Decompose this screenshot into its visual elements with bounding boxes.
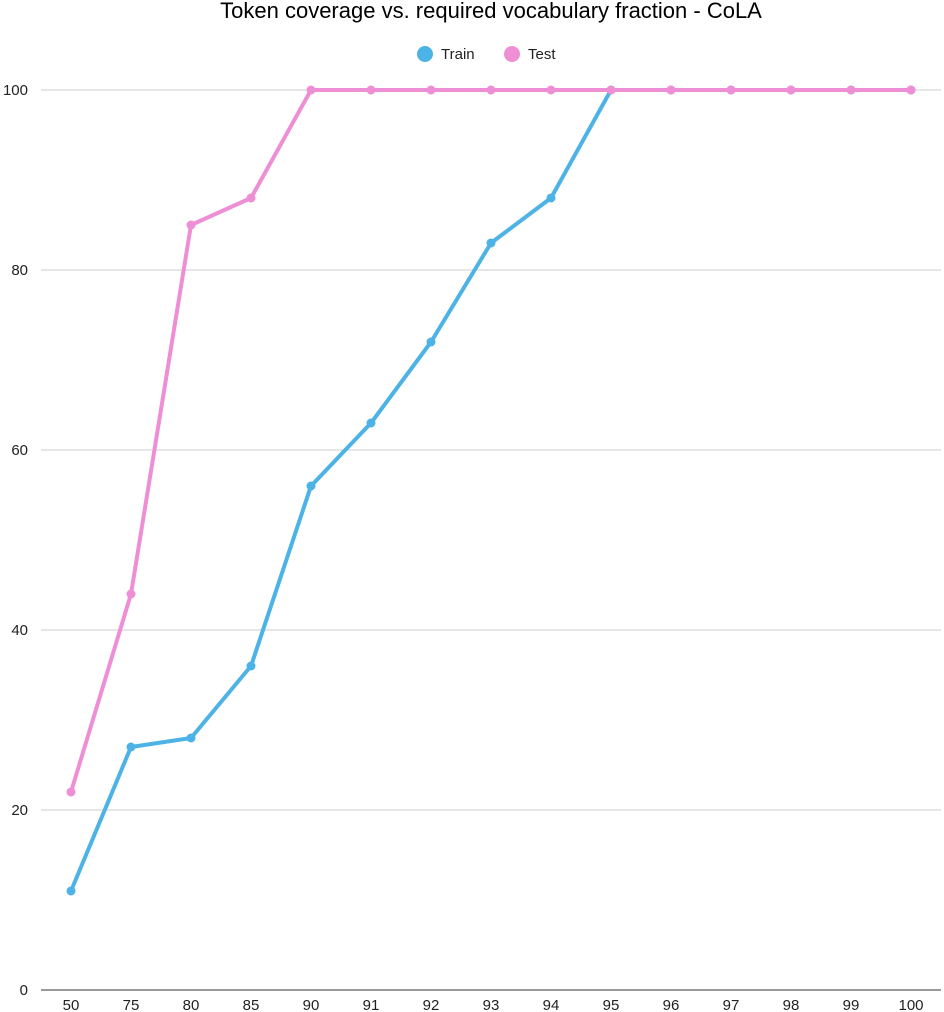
legend-label-train: Train [441, 46, 475, 63]
chart-title: Token coverage vs. required vocabulary f… [220, 0, 762, 23]
data-point-train-91 [366, 418, 376, 428]
x-tick-label: 50 [63, 997, 80, 1012]
data-point-train-90 [306, 481, 316, 491]
data-point-train-92 [426, 337, 436, 347]
y-tick-label: 100 [3, 82, 28, 99]
x-tick-label: 100 [898, 997, 923, 1012]
y-tick-label: 60 [11, 442, 28, 459]
data-point-test-80 [186, 220, 196, 230]
y-tick-label: 40 [11, 622, 28, 639]
x-tick-label: 97 [723, 997, 740, 1012]
data-point-test-91 [366, 85, 376, 95]
x-tick-label: 80 [183, 997, 200, 1012]
data-point-test-93 [486, 85, 496, 95]
legend-item-test: Test [504, 46, 556, 63]
series-line-train [69, 88, 913, 893]
data-point-test-90 [306, 85, 316, 95]
legend-marker-test [504, 46, 520, 62]
legend: Train Test [417, 46, 556, 63]
y-tick-label: 20 [11, 802, 28, 819]
data-point-train-94 [546, 193, 556, 203]
series-layer [66, 85, 916, 896]
data-point-test-75 [126, 589, 136, 599]
series-test [66, 85, 916, 797]
data-point-test-97 [726, 85, 736, 95]
x-tick-label: 96 [663, 997, 680, 1012]
legend-marker-train [417, 46, 433, 62]
data-point-test-92 [426, 85, 436, 95]
series-train [66, 85, 916, 896]
x-axis-ticks: 50 75 80 85 90 91 92 93 94 95 96 97 98 99 100 [63, 997, 924, 1012]
gridlines [41, 89, 941, 811]
data-point-train-75 [126, 742, 136, 752]
data-point-test-99 [846, 85, 856, 95]
data-point-test-94 [546, 85, 556, 95]
x-tick-label: 99 [843, 997, 860, 1012]
y-tick-label: 0 [20, 982, 28, 999]
x-tick-label: 95 [603, 997, 620, 1012]
x-tick-label: 94 [543, 997, 560, 1012]
x-tick-label: 93 [483, 997, 500, 1012]
series-line-test [69, 88, 913, 794]
data-point-test-98 [786, 85, 796, 95]
data-point-train-85 [246, 661, 256, 671]
data-point-train-80 [186, 733, 196, 743]
x-tick-label: 85 [243, 997, 260, 1012]
x-tick-label: 90 [303, 997, 320, 1012]
data-point-train-50 [66, 886, 76, 896]
data-point-test-85 [246, 193, 256, 203]
data-point-test-95 [606, 85, 616, 95]
data-point-train-93 [486, 238, 496, 248]
x-tick-label: 92 [423, 997, 440, 1012]
x-tick-label: 91 [363, 997, 380, 1012]
data-point-test-100 [906, 85, 916, 95]
y-tick-label: 80 [11, 262, 28, 279]
x-tick-label: 75 [123, 997, 140, 1012]
legend-label-test: Test [528, 46, 556, 63]
data-point-test-96 [666, 85, 676, 95]
data-point-test-50 [66, 787, 76, 797]
legend-item-train: Train [417, 46, 475, 63]
x-tick-label: 98 [783, 997, 800, 1012]
y-axis-ticks: 0 20 40 60 80 100 [3, 82, 28, 999]
